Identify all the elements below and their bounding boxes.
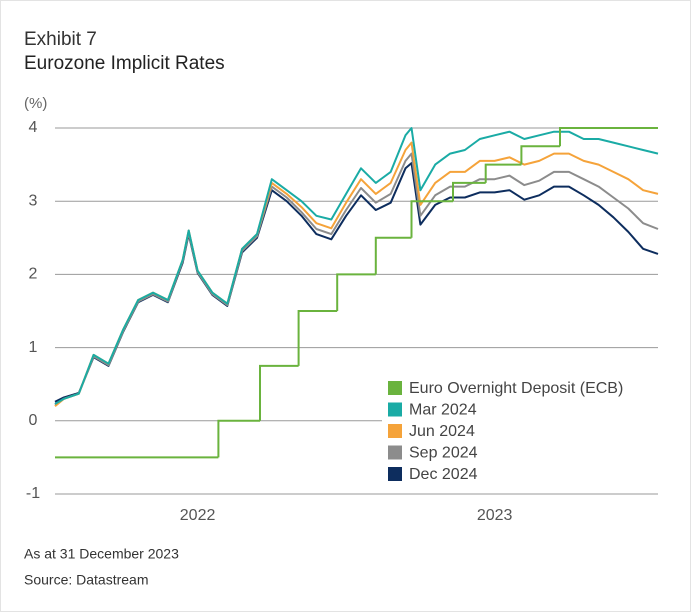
y-tick-label: -1 <box>26 485 40 502</box>
step-segment <box>559 127 658 147</box>
legend-label: Sep 2024 <box>409 445 478 462</box>
chart-supertitle: Exhibit 7 <box>24 29 97 50</box>
legend-label: Euro Overnight Deposit (ECB) <box>409 380 623 397</box>
series-line <box>54 152 659 406</box>
step-segment <box>520 145 560 165</box>
y-tick-label: 3 <box>29 192 38 209</box>
step-segment <box>452 181 486 202</box>
note: As at 31 December 2023 <box>24 546 179 562</box>
x-tick-label: 2023 <box>477 507 513 524</box>
note: Source: Datastream <box>24 572 149 588</box>
step-segment <box>217 419 260 458</box>
step-segment <box>484 163 522 183</box>
legend-swatch <box>388 424 402 438</box>
legend-swatch <box>388 445 402 460</box>
step-segment <box>336 273 376 311</box>
legend: Euro Overnight Deposit (ECB) Mar 2024 Jun … <box>382 377 658 493</box>
legend-box <box>382 377 658 493</box>
legend-label: Jun 2024 <box>409 423 475 440</box>
y-tick-label: 2 <box>29 266 38 283</box>
step-segment <box>374 236 412 275</box>
legend-swatch <box>388 402 402 417</box>
legend-label: Dec 2024 <box>409 466 478 483</box>
legend-swatch <box>388 381 402 395</box>
chart-title: Eurozone Implicit Rates <box>24 53 225 74</box>
x-tick-label: 2022 <box>180 507 216 524</box>
series-line <box>54 127 659 405</box>
legend-swatch <box>388 467 402 481</box>
legend-label: Mar 2024 <box>409 402 477 419</box>
step-segment <box>410 200 453 238</box>
plot <box>54 127 659 459</box>
y-tick-label: 4 <box>29 119 38 136</box>
step-segment <box>259 364 299 421</box>
y-tick-label: 0 <box>29 412 38 429</box>
y-axis-label: (%) <box>24 95 47 112</box>
y-tick-label: 1 <box>29 339 38 356</box>
step-segment <box>297 310 338 366</box>
